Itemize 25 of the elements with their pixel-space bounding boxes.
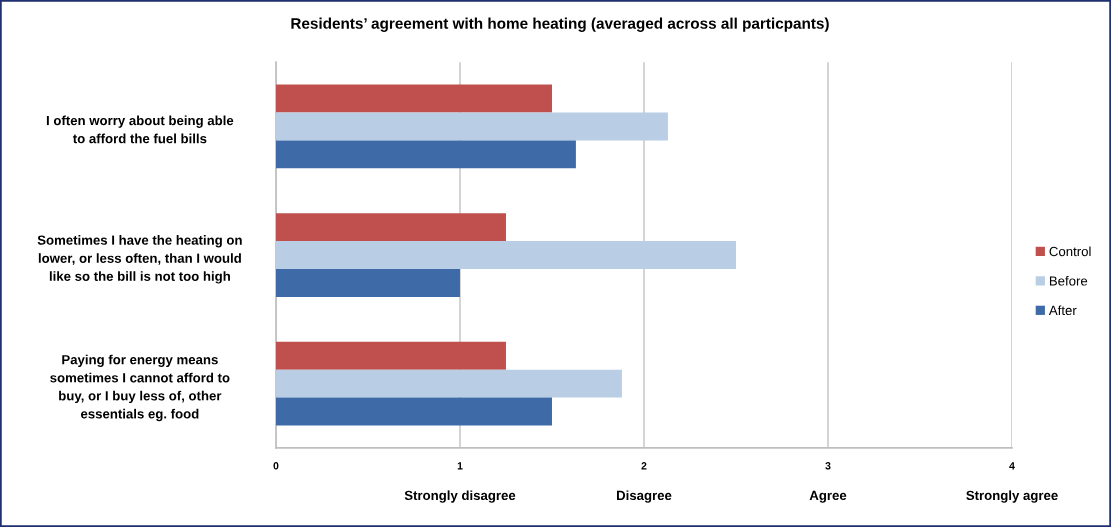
- x-tick-label: 4: [1009, 462, 1015, 470]
- bar: [275, 269, 460, 297]
- legend-label: Control: [1049, 246, 1091, 257]
- bar: [275, 397, 552, 426]
- x-tick-label: 1: [457, 462, 463, 470]
- text: Disagree: [617, 490, 672, 503]
- y-tick-label: I often worry about being able to afford the fuel bills: [46, 115, 234, 144]
- legend-label: Before: [1049, 275, 1088, 286]
- bar: [275, 213, 506, 242]
- x-tick-label: 3: [825, 462, 831, 470]
- legend-label: After: [1048, 305, 1077, 316]
- x-tick-label: 2: [641, 462, 647, 470]
- bar: [275, 112, 668, 141]
- x-tick-label: 0: [273, 462, 279, 470]
- bar: [275, 241, 736, 270]
- bar: [275, 140, 576, 169]
- y-tick-label: Sometimes I have the heating on lower, or less often, than I would like so the bill is not too high: [37, 235, 242, 284]
- text: Agree: [809, 490, 847, 503]
- chart-title: Residents’ agreement with home heating (averaged across all particpants): [291, 17, 829, 32]
- text: Strongly agree: [966, 490, 1058, 503]
- y-tick-label: Paying for energy means sometimes I cannot afford to buy, or I buy less of, other essentials eg. food: [50, 354, 230, 422]
- bar: [275, 84, 552, 113]
- bar: [275, 369, 622, 398]
- text: Strongly disagree: [404, 490, 516, 503]
- bar: [275, 341, 506, 370]
